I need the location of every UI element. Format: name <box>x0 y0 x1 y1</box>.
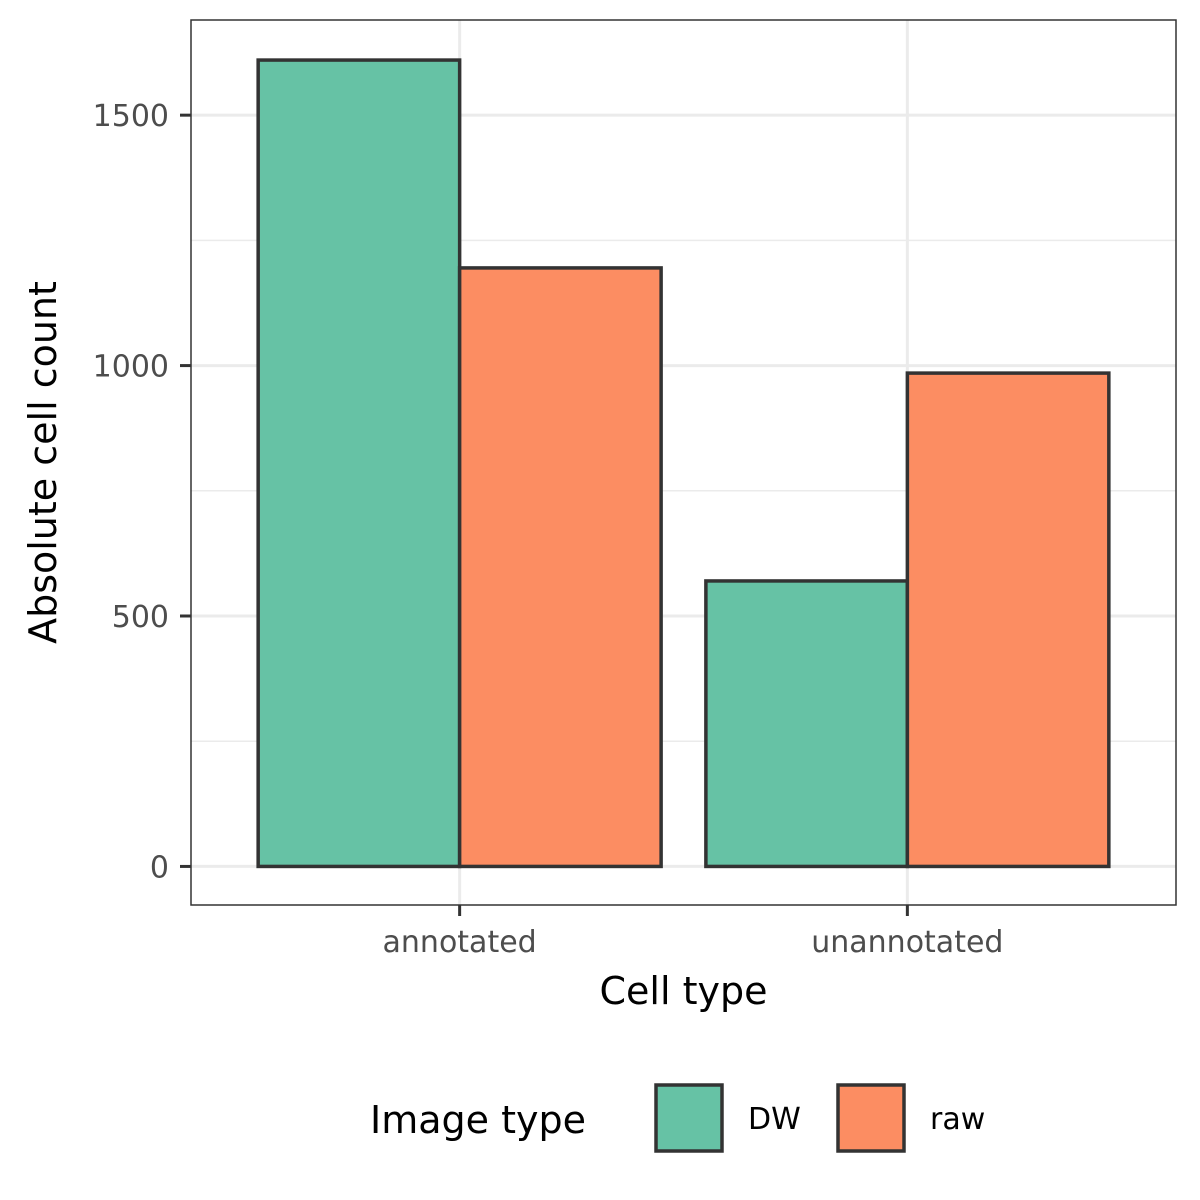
legend-key-raw <box>836 1083 906 1153</box>
legend: Image type DW raw <box>370 1083 985 1153</box>
bar-DW-annotated <box>256 58 462 869</box>
y-tick-label: 500 <box>112 600 169 635</box>
x-tick-label: unannotated <box>811 925 1003 960</box>
y-tick-label: 0 <box>150 850 169 885</box>
bars <box>256 58 1111 869</box>
y-tick-label: 1000 <box>93 350 169 385</box>
bar-DW-unannotated <box>704 579 910 869</box>
legend-label-DW: DW <box>748 1102 801 1137</box>
plot-panel-border <box>190 19 1177 906</box>
y-tick-label: 1500 <box>93 99 169 134</box>
legend-title: Image type <box>370 1098 586 1142</box>
x-tick-label: annotated <box>383 925 537 960</box>
legend-key-DW <box>654 1083 724 1153</box>
y-axis-title: Absolute cell count <box>21 281 65 644</box>
x-axis: annotated unannotated <box>383 905 1003 960</box>
y-axis: 0 500 1000 1500 <box>93 99 191 885</box>
bar-raw-unannotated <box>905 371 1111 869</box>
x-axis-title: Cell type <box>600 969 768 1013</box>
bar-raw-annotated <box>457 266 663 869</box>
legend-label-raw: raw <box>930 1102 985 1137</box>
